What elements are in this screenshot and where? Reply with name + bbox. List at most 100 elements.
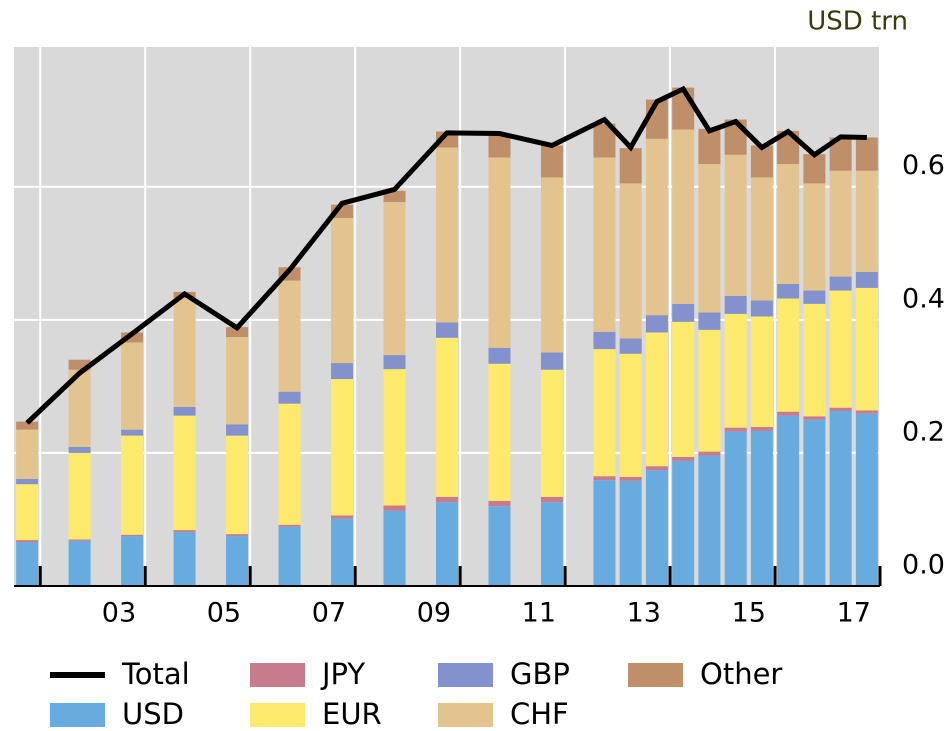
bar-segment xyxy=(593,476,616,481)
bar-segment xyxy=(226,435,249,535)
bar-segment xyxy=(540,502,563,586)
bar-segment xyxy=(777,411,800,416)
bar-segment xyxy=(540,496,563,503)
bar-segment xyxy=(777,298,800,412)
bar-segment xyxy=(750,426,773,431)
bar-segment xyxy=(68,369,91,447)
bar-segment xyxy=(750,316,773,427)
bar-segment xyxy=(488,347,511,364)
bar-segment xyxy=(803,183,826,291)
bar-segment xyxy=(619,353,642,477)
x-tick-label: 17 xyxy=(837,598,871,629)
legend-label: GBP xyxy=(510,657,570,691)
legend-swatch xyxy=(438,663,493,687)
bar-segment xyxy=(540,369,563,497)
bar-segment xyxy=(331,515,354,519)
x-tick-label: 09 xyxy=(417,598,451,629)
x-tick-label: 13 xyxy=(627,598,661,629)
bar-segment xyxy=(436,322,458,338)
legend-swatch xyxy=(250,703,305,727)
legend-label: Total xyxy=(121,657,190,691)
legend-label: JPY xyxy=(320,657,365,691)
bar-segment xyxy=(16,542,39,586)
bar-segment xyxy=(619,480,642,586)
bar-segment xyxy=(803,416,826,420)
bar-segment xyxy=(750,145,773,178)
bar-segment xyxy=(593,123,616,158)
bar-segment xyxy=(173,530,196,533)
bar-segment xyxy=(803,419,826,586)
bar-segment xyxy=(488,134,511,158)
bar-segment xyxy=(777,415,800,586)
bar-segment xyxy=(436,147,458,323)
bar-segment xyxy=(803,303,826,417)
x-tick-label: 05 xyxy=(207,598,241,629)
bar-segment xyxy=(488,506,511,586)
bar-segment xyxy=(593,480,616,586)
bar-segment xyxy=(173,415,196,531)
bar-segment xyxy=(173,297,196,407)
bar-segment xyxy=(540,177,563,353)
bar-segment xyxy=(829,170,852,277)
bar-segment xyxy=(121,435,144,535)
bar-segment xyxy=(829,137,852,171)
bar-segment xyxy=(383,505,406,511)
bar-segment xyxy=(829,276,852,291)
bar-segment xyxy=(436,496,458,503)
bar-segment xyxy=(226,327,249,338)
bar-segment xyxy=(540,352,563,370)
bar-segment xyxy=(331,379,354,516)
bar-segment xyxy=(226,534,249,537)
bar-segment xyxy=(724,154,747,296)
bar-segment xyxy=(724,313,747,428)
bar-segment xyxy=(383,190,406,203)
bar-segment xyxy=(672,303,695,322)
legend-swatch xyxy=(250,663,305,687)
bar-segment xyxy=(16,484,39,541)
bar-segment xyxy=(724,295,747,314)
bar-segment xyxy=(777,283,800,299)
bar-segment xyxy=(724,431,747,586)
legend-label: EUR xyxy=(322,697,382,731)
bar-segment xyxy=(724,427,747,432)
bar-segment xyxy=(593,331,616,350)
bar-segment xyxy=(16,429,39,479)
bar-segment xyxy=(173,406,196,416)
legend-label: Other xyxy=(700,657,782,691)
bar-segment xyxy=(436,337,458,497)
bar-segment xyxy=(829,410,852,586)
bar-segment xyxy=(16,478,39,485)
bar-segment xyxy=(855,287,878,411)
bar-segment xyxy=(173,532,196,586)
x-tick-label: 15 xyxy=(732,598,766,629)
total-line xyxy=(25,85,867,425)
legend-swatch xyxy=(628,663,683,687)
bar-segment xyxy=(698,164,721,313)
bar-segment xyxy=(488,157,511,348)
bar-segment xyxy=(619,338,642,354)
bar-segment xyxy=(593,349,616,477)
bar-segment xyxy=(383,510,406,586)
bar-segment xyxy=(278,526,301,586)
bar-segment xyxy=(121,332,144,343)
bar-segment xyxy=(855,410,878,414)
bar-segment xyxy=(777,164,800,284)
bar-segment xyxy=(750,430,773,586)
bar-segment xyxy=(331,363,354,380)
bar-segment xyxy=(672,321,695,457)
bar-segment xyxy=(331,518,354,586)
y-tick-label: 0.4 xyxy=(902,283,945,314)
bar-segment xyxy=(829,290,852,408)
bar-segment xyxy=(803,154,826,184)
bar-segment xyxy=(226,337,249,425)
bar-segment xyxy=(698,451,721,456)
bar-segment xyxy=(121,536,144,586)
bar-segment xyxy=(331,218,354,364)
x-tick-label: 03 xyxy=(102,598,136,629)
bar-segment xyxy=(278,391,301,404)
bar-segment xyxy=(121,534,144,537)
bar-segment xyxy=(619,148,642,184)
bar-segment xyxy=(698,128,721,165)
bar-segment xyxy=(226,536,249,586)
